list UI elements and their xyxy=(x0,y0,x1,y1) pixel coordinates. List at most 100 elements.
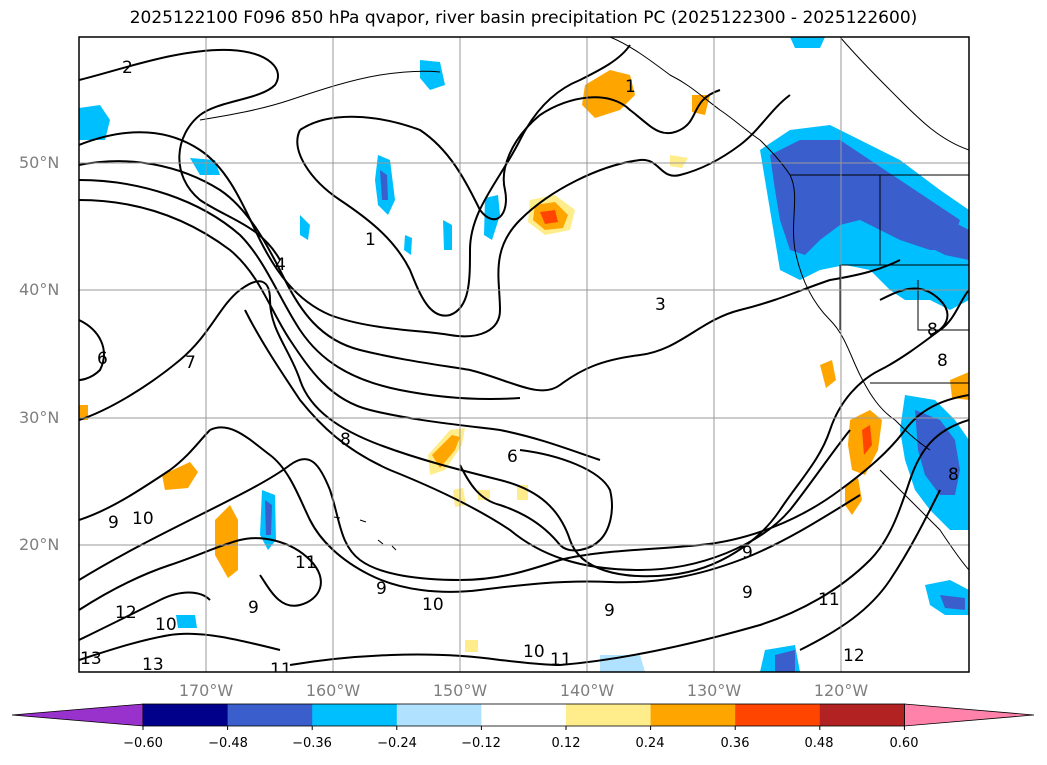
shade-pos-15 xyxy=(79,405,88,420)
lat-label-40n: 40°N xyxy=(19,280,60,299)
contour-label: 13 xyxy=(142,655,164,675)
contour-label: 10 xyxy=(523,642,545,662)
shade-neg-10 xyxy=(790,37,825,48)
shade-nw-dark2 xyxy=(900,190,969,260)
contour-label: 9 xyxy=(604,601,615,621)
colorbar-tick: −0.60 xyxy=(123,736,163,751)
contour-label: 2 xyxy=(122,58,133,78)
colorbar-bin xyxy=(481,704,567,726)
colorbar xyxy=(11,703,1035,730)
contour-label: 10 xyxy=(155,615,177,635)
contour-label: 9 xyxy=(376,579,387,599)
shade-neg-6 xyxy=(300,215,310,240)
contour-label: 3 xyxy=(655,295,666,315)
lon-label-170w: 170°W xyxy=(178,681,234,700)
contour-label: 11 xyxy=(270,660,292,680)
border-state-3 xyxy=(917,280,969,331)
contour-label: 8 xyxy=(937,351,948,371)
colorbar-bin xyxy=(650,704,736,726)
contour-label: 7 xyxy=(185,353,196,373)
colorbar-bin xyxy=(312,704,398,726)
contour-7 xyxy=(79,280,969,578)
shade-neg-3b xyxy=(380,170,388,200)
lon-label-150w: 150°W xyxy=(432,681,488,700)
map-title: 2025122100 F096 850 hPa qvapor, river ba… xyxy=(129,8,918,28)
lon-label-160w: 160°W xyxy=(305,681,361,700)
shade-neg-8b xyxy=(265,500,272,535)
contour-12b xyxy=(799,489,941,651)
coast-na xyxy=(609,37,931,451)
map-content: 2 1 1 4 3 6 7 8 6 9 10 11 9 9 10 9 9 11 … xyxy=(79,37,969,680)
colorbar-tick: 0.48 xyxy=(804,736,834,751)
shade-neg-13 xyxy=(900,265,930,300)
lon-label-130w: 130°W xyxy=(686,681,742,700)
colorbar-tick: −0.12 xyxy=(461,736,501,751)
coast-mexico xyxy=(879,469,969,571)
contour-labels: 2 1 1 4 3 6 7 8 6 9 10 11 9 9 10 9 9 11 … xyxy=(80,58,959,680)
contour-13 xyxy=(79,632,281,661)
contour-8 xyxy=(244,309,851,572)
lon-label-140w: 140°W xyxy=(559,681,615,700)
shade-pos-6b xyxy=(862,425,872,455)
shade-neg-4 xyxy=(484,195,500,240)
shade-pos-3b xyxy=(432,435,460,468)
contour-label: 8 xyxy=(948,465,959,485)
colorbar-bin xyxy=(819,704,905,726)
shade-neg-1 xyxy=(79,105,110,140)
contour-label: 9 xyxy=(248,598,259,618)
contour-11b xyxy=(559,419,969,666)
shade-pos-4 xyxy=(162,462,198,490)
colorbar-bin xyxy=(735,704,821,726)
shade-neg-9 xyxy=(420,60,445,90)
coast-canada xyxy=(839,37,969,151)
colorbar-bin xyxy=(227,704,313,726)
qvapor-contours xyxy=(79,44,969,666)
shade-pos-1 xyxy=(582,70,635,118)
shade-neg-2 xyxy=(190,158,220,175)
contour-label: 4 xyxy=(275,255,286,275)
contour-label: 10 xyxy=(132,509,154,529)
borders xyxy=(790,174,969,384)
colorbar-tick: −0.48 xyxy=(208,736,248,751)
map-border xyxy=(78,36,970,673)
lat-label-30n: 30°N xyxy=(19,408,60,427)
contour-2 xyxy=(79,48,281,261)
contour-8b xyxy=(879,287,949,336)
shade-neg-5 xyxy=(443,220,452,250)
precip-shading xyxy=(79,37,969,672)
contour-3 xyxy=(79,94,791,338)
shade-pos-8 xyxy=(820,360,836,388)
contour-label: 1 xyxy=(625,77,636,97)
shade-pos-7 xyxy=(845,478,862,515)
contour-label: 12 xyxy=(115,603,137,623)
coast-hawaii xyxy=(333,516,397,551)
colorbar-tick: 0.24 xyxy=(635,736,665,751)
contour-label: 6 xyxy=(97,349,108,369)
contour-6c xyxy=(459,449,613,552)
contour-label: 9 xyxy=(108,513,119,533)
colorbar-tick: −0.24 xyxy=(377,736,417,751)
colorbar-bin xyxy=(396,704,482,726)
lat-label-50n: 50°N xyxy=(19,153,60,172)
contour-label: 9 xyxy=(742,543,753,563)
shade-neg-14 xyxy=(176,615,197,628)
shade-neg-11b xyxy=(940,595,965,610)
contour-1b xyxy=(296,44,631,317)
contour-label: 8 xyxy=(340,430,351,450)
shade-pos-2c xyxy=(540,210,558,224)
shade-neg-12b xyxy=(775,650,795,672)
shade-neg-7 xyxy=(404,235,412,255)
contour-6b xyxy=(79,319,105,381)
coastlines xyxy=(199,37,969,571)
contour-label: 11 xyxy=(818,590,840,610)
colorbar-bin xyxy=(566,704,652,726)
lat-label-20n: 20°N xyxy=(19,535,60,554)
contour-12 xyxy=(79,591,211,641)
contour-label: 8 xyxy=(927,320,938,340)
colorbar-tick: 0.12 xyxy=(551,736,581,751)
shade-pos-14 xyxy=(478,490,490,500)
contour-9 xyxy=(79,426,861,593)
contour-label: 10 xyxy=(422,595,444,615)
coast-aleutians xyxy=(199,70,441,121)
